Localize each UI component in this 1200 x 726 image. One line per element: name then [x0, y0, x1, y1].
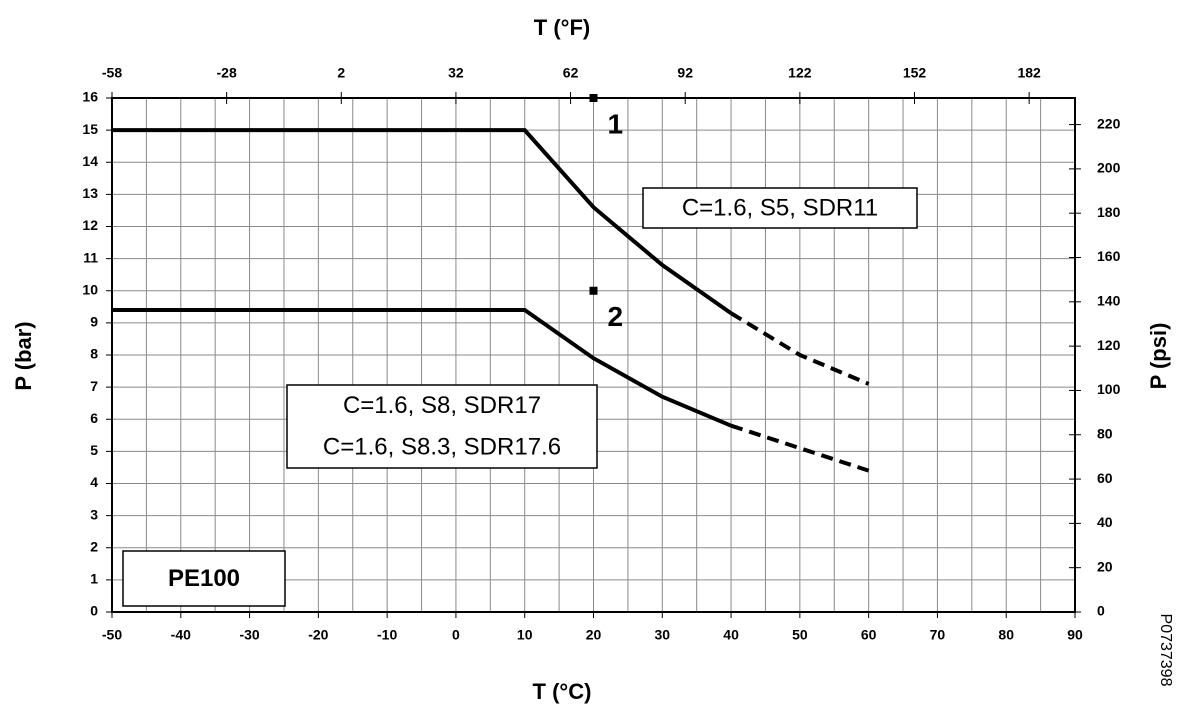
y2-tick-label: 100 [1097, 381, 1121, 397]
y-axis-title: P (bar) [11, 321, 36, 390]
x-tick-label: -40 [171, 627, 191, 643]
x-tick-label: 0 [452, 627, 460, 643]
y2-tick-label: 180 [1097, 204, 1121, 220]
y-tick-label: 5 [90, 442, 98, 458]
x2-tick-label: 152 [903, 65, 927, 81]
x-tick-label: 70 [930, 627, 946, 643]
x-tick-label: 10 [517, 627, 533, 643]
y-tick-label: 13 [82, 185, 98, 201]
y-tick-label: 2 [90, 538, 98, 554]
y-tick-label: 3 [90, 506, 98, 522]
y-tick-label: 0 [90, 603, 98, 619]
series-label: 2 [608, 301, 624, 332]
y2-tick-label: 120 [1097, 337, 1121, 353]
note-box [642, 187, 918, 229]
y2-tick-label: 80 [1097, 425, 1113, 441]
y-tick-label: 4 [90, 474, 98, 490]
x2-tick-label: 182 [1017, 65, 1041, 81]
y-tick-label: 16 [82, 89, 98, 105]
y-tick-label: 15 [82, 121, 98, 137]
x2-axis-title: T (°F) [534, 15, 590, 40]
x-tick-label: 90 [1067, 627, 1083, 643]
y2-tick-label: 20 [1097, 558, 1113, 574]
y-tick-label: 8 [90, 346, 98, 362]
x-tick-label: 30 [654, 627, 670, 643]
series-line [112, 128, 733, 315]
y-tick-label: 12 [82, 217, 98, 233]
figure-code: P0737398 [1157, 614, 1174, 687]
x2-tick-label: 62 [563, 65, 579, 81]
series-line [730, 311, 870, 386]
marker [589, 286, 598, 295]
x-tick-label: 50 [792, 627, 808, 643]
y2-tick-label: 220 [1097, 115, 1121, 131]
series-label: 1 [608, 108, 624, 139]
x-tick-label: 40 [723, 627, 739, 643]
x2-tick-label: -58 [102, 65, 122, 81]
x-tick-label: 80 [998, 627, 1014, 643]
note-text: PE100 [168, 565, 240, 592]
x-tick-label: 20 [586, 627, 602, 643]
y2-tick-label: 200 [1097, 160, 1121, 176]
y2-tick-label: 140 [1097, 293, 1121, 309]
y-tick-label: 1 [90, 571, 98, 587]
y2-tick-label: 40 [1097, 514, 1113, 530]
y2-tick-label: 160 [1097, 248, 1121, 264]
x2-tick-label: 92 [677, 65, 693, 81]
x-tick-label: -20 [308, 627, 328, 643]
x2-tick-label: 2 [337, 65, 345, 81]
x-tick-label: -30 [239, 627, 259, 643]
marker [589, 94, 598, 102]
note-box [286, 384, 598, 469]
note-text: C=1.6, S8, SDR17 [343, 392, 541, 419]
note-text: C=1.6, S8.3, SDR17.6 [323, 434, 561, 461]
x2-tick-label: 122 [788, 65, 812, 81]
x2-tick-label: 32 [448, 65, 464, 81]
y-tick-label: 6 [90, 410, 98, 426]
y-tick-label: 9 [90, 314, 98, 330]
y2-tick-label: 60 [1097, 470, 1113, 486]
x-tick-label: 60 [861, 627, 877, 643]
x2-tick-label: -28 [217, 65, 237, 81]
y-tick-label: 7 [90, 378, 98, 394]
y-tick-label: 14 [82, 153, 98, 169]
y2-axis-title: P (psi) [1146, 323, 1171, 390]
y-tick-label: 11 [83, 249, 98, 265]
note-box [122, 550, 286, 607]
series-line [730, 423, 870, 473]
series-line [112, 308, 732, 428]
x-tick-label: -10 [377, 627, 397, 643]
x-tick-label: -50 [102, 627, 122, 643]
x-axis-title: T (°C) [533, 679, 592, 704]
y-tick-label: 10 [82, 281, 98, 297]
note-text: C=1.6, S5, SDR11 [682, 194, 878, 221]
y2-tick-label: 0 [1097, 603, 1105, 619]
